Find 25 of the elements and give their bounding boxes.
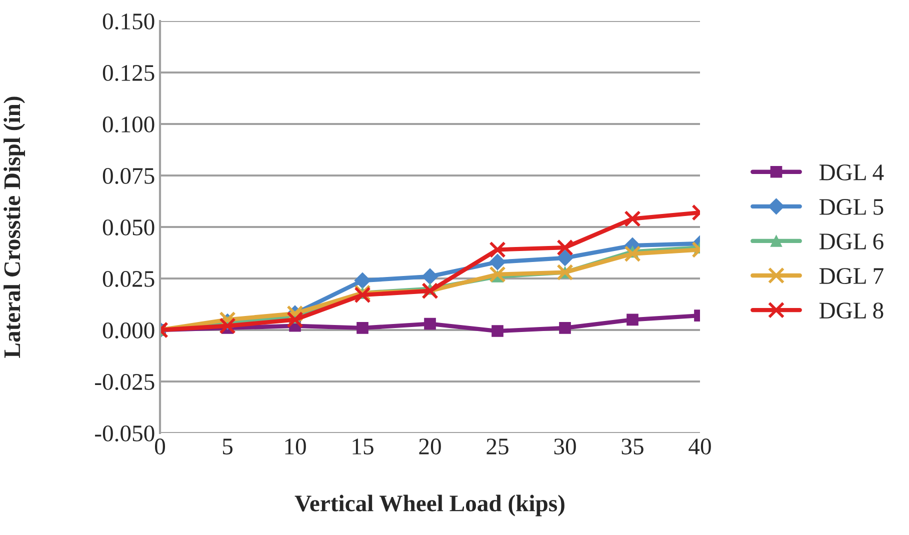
y-tick-label: 0.050 xyxy=(102,219,154,236)
x-tick-label: 30 xyxy=(554,438,576,454)
x-tick-label: 40 xyxy=(688,438,711,454)
legend-label: DGL 5 xyxy=(819,199,884,215)
y-axis-title: Lateral Crosstie Displ (in) xyxy=(4,96,25,358)
x-tick-label: 10 xyxy=(285,438,306,454)
legend-label: DGL 8 xyxy=(819,302,884,319)
y-tick-label: -0.050 xyxy=(95,425,154,442)
x-axis-title: Vertical Wheel Load (kips) xyxy=(294,494,564,516)
x-tick-label: 0 xyxy=(154,438,166,454)
y-tick-label: 0.025 xyxy=(102,270,154,288)
x-tick-label: 35 xyxy=(622,438,644,454)
legend-label: DGL 7 xyxy=(819,268,884,284)
y-tick-label: 0.000 xyxy=(102,322,154,339)
y-tick-label: 0.150 xyxy=(102,13,154,30)
x-tick-label: 20 xyxy=(419,438,441,454)
y-tick-label: 0.075 xyxy=(102,168,154,184)
x-tick-label: 5 xyxy=(222,438,232,454)
x-tick-label: 15 xyxy=(352,438,374,454)
y-tick-label: 0.125 xyxy=(102,64,154,82)
legend-label: DGL 4 xyxy=(819,164,884,180)
y-tick-label: 0.100 xyxy=(102,116,154,133)
x-tick-label: 25 xyxy=(486,438,508,454)
y-tick-label: -0.025 xyxy=(95,374,154,390)
legend-label: DGL 6 xyxy=(819,234,884,250)
